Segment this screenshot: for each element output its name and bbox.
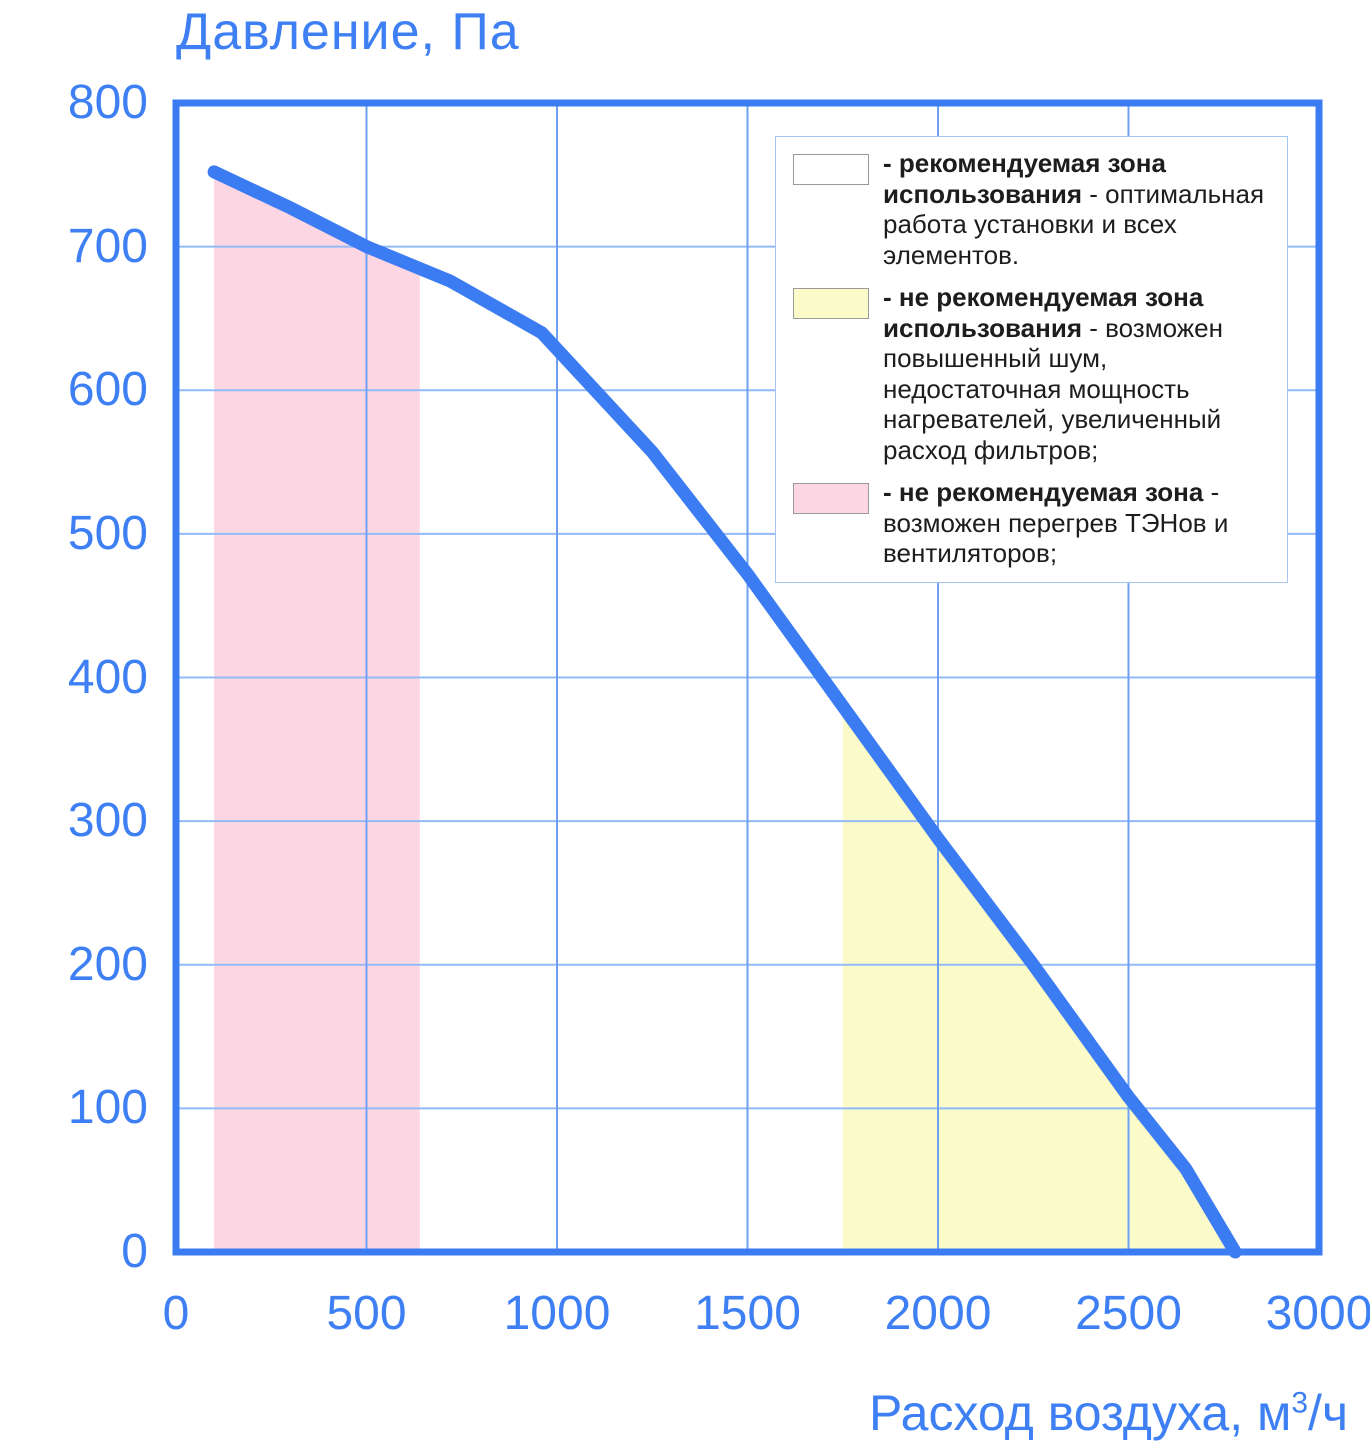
plot-border	[172, 99, 1323, 1256]
x-tick-label-2500: 2500	[1075, 1287, 1182, 1340]
y-tick-label-400: 400	[67, 650, 148, 704]
x-axis-title-unit: /ч	[1308, 1385, 1348, 1441]
legend-entry-bold-label: - не рекомендуемая зона	[883, 477, 1204, 507]
x-tick-label-500: 500	[326, 1287, 407, 1340]
legend-entry-description: - оптимальная работа установки и всех эл…	[883, 178, 1265, 270]
legend-entry-text: - не рекомендуемая зона - возможен перег…	[883, 477, 1273, 569]
x-axis-title: Расход воздуха, м3/ч	[869, 1384, 1348, 1442]
noise-zone-swatch	[793, 288, 869, 319]
legend-entry-description: - возможен повышенный шум, недостаточная…	[883, 312, 1223, 465]
x-axis-title-sup: 3	[1291, 1386, 1309, 1420]
overheat-zone-area	[214, 171, 420, 1252]
x-tick-label-1500: 1500	[694, 1287, 801, 1340]
legend-entry-overheat-zone: - не рекомендуемая зона - возможен перег…	[793, 477, 1273, 569]
y-tick-label-0: 0	[121, 1225, 148, 1278]
recommended-zone-swatch	[793, 154, 869, 185]
legend-entry-description: - возможен перегрев ТЭНов и вентиляторов…	[883, 477, 1229, 568]
legend-entry-noise-zone: - не рекомендуемая зона использования - …	[793, 282, 1273, 465]
x-axis-title-main: Расход воздуха, м	[868, 1385, 1292, 1441]
y-tick-label-600: 600	[67, 363, 148, 417]
y-tick-label-100: 100	[67, 1081, 148, 1135]
x-tick-label-0: 0	[162, 1287, 190, 1340]
y-tick-label-200: 200	[67, 937, 148, 991]
x-tick-label-3000: 3000	[1265, 1287, 1370, 1340]
y-tick-label-500: 500	[67, 506, 148, 560]
legend-entry-text: - не рекомендуемая зона использования - …	[883, 282, 1273, 465]
y-tick-label-800: 800	[67, 76, 148, 129]
legend-entry-bold-label: - рекомендуемая зона использования	[883, 148, 1166, 209]
legend-entry-text: - рекомендуемая зона использования - опт…	[883, 148, 1273, 270]
legend-entry-bold-label: - не рекомендуемая зона использования	[883, 282, 1204, 343]
y-tick-label-700: 700	[67, 219, 148, 273]
y-tick-label-300: 300	[67, 794, 148, 848]
overheat-zone-swatch	[793, 483, 869, 514]
y-axis-title: Давление, Па	[176, 3, 520, 61]
legend-box: - рекомендуемая зона использования - опт…	[775, 136, 1288, 583]
legend-entry-recommended: - рекомендуемая зона использования - опт…	[793, 148, 1273, 270]
x-tick-label-2000: 2000	[884, 1287, 992, 1340]
fan-performance-curve	[207, 165, 1242, 1259]
x-tick-label-1000: 1000	[503, 1287, 611, 1340]
